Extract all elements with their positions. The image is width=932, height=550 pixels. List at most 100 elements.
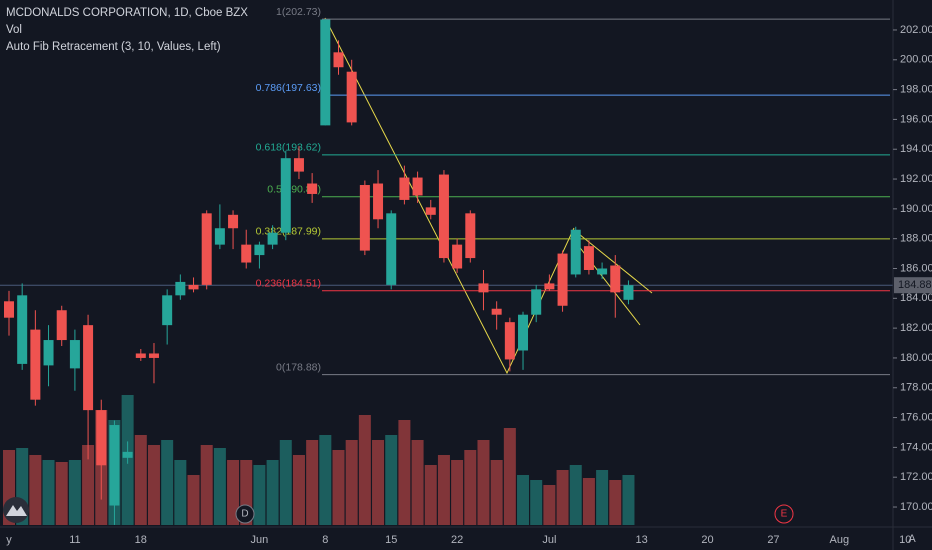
- volume-bar: [556, 470, 569, 525]
- y-tick-label: 170.00: [900, 501, 932, 513]
- legend-title: MCDONALDS CORPORATION, 1D, Cboe BZX: [6, 7, 248, 19]
- volume-bar: [622, 475, 635, 525]
- y-tick-label: 184.00: [900, 292, 932, 304]
- volume-bar: [345, 440, 358, 525]
- volume-bar: [55, 462, 68, 525]
- x-tick-label: 8: [322, 534, 328, 546]
- volume-bar: [411, 440, 424, 525]
- dividend-label: D: [241, 509, 248, 520]
- volume-bar: [266, 460, 279, 525]
- candle-body: [504, 322, 515, 360]
- candle-body: [452, 244, 463, 269]
- volume-bar: [477, 440, 490, 525]
- volume-bar: [134, 435, 147, 525]
- fib-label: 0(178.88): [276, 361, 321, 373]
- candle-body: [148, 353, 159, 358]
- last-price-box: [894, 277, 932, 294]
- volume-bar: [200, 445, 213, 525]
- fib-label: 0.618(193.62): [256, 142, 321, 154]
- y-tick-label: 200.00: [900, 54, 932, 66]
- volume-bar: [187, 475, 200, 525]
- x-tick-label: 18: [135, 534, 147, 546]
- candle-body: [293, 158, 304, 172]
- candle-body: [122, 451, 133, 458]
- candle-body: [267, 232, 278, 245]
- candle-body: [175, 281, 186, 296]
- candle-body: [597, 268, 608, 275]
- volume-bar: [437, 455, 450, 525]
- y-tick-label: 196.00: [900, 113, 932, 125]
- logo[interactable]: [3, 497, 29, 523]
- candle-body: [623, 285, 634, 300]
- candle-body: [570, 229, 581, 275]
- candle-body: [544, 283, 555, 290]
- zigzag: [324, 17, 575, 375]
- y-tick-label: 192.00: [900, 173, 932, 185]
- volume-bar: [517, 475, 530, 525]
- candle-body: [399, 177, 410, 200]
- fib-label: 1(202.73): [276, 6, 321, 18]
- candle-body: [491, 308, 502, 315]
- candle-body: [254, 244, 265, 256]
- last-price-label: 184.88: [898, 279, 932, 291]
- y-tick-label: 176.00: [900, 411, 932, 423]
- volume-bar: [306, 440, 319, 525]
- volume-bar: [530, 480, 543, 525]
- candle-body: [583, 246, 594, 270]
- candle-body: [83, 325, 94, 411]
- y-tick-label: 188.00: [900, 233, 932, 245]
- volume-bar: [451, 460, 464, 525]
- candle-body: [280, 158, 291, 233]
- volume-bar: [253, 465, 266, 525]
- volume-bar: [569, 465, 582, 525]
- volume-bar: [82, 445, 95, 525]
- trend-line: [573, 229, 653, 294]
- auto-scale-button[interactable]: A: [908, 533, 916, 545]
- candle-body: [201, 213, 212, 285]
- volume-bar: [424, 465, 437, 525]
- y-tick-label: 186.00: [900, 262, 932, 274]
- x-tick-label: y: [6, 534, 12, 546]
- candle-body: [425, 207, 436, 215]
- candle-body: [228, 214, 239, 229]
- volume-bar: [582, 478, 595, 525]
- x-tick-label: Jun: [251, 534, 269, 546]
- y-tick-label: 182.00: [900, 322, 932, 334]
- candle-body: [162, 295, 173, 326]
- x-tick-label: 27: [767, 534, 779, 546]
- volume-bar: [398, 420, 411, 525]
- volume-bar: [68, 460, 81, 525]
- candle-body: [109, 425, 120, 506]
- candle-body: [373, 183, 384, 220]
- y-tick-label: 194.00: [900, 143, 932, 155]
- legend-fib: Auto Fib Retracement (3, 10, Values, Lef…: [6, 41, 221, 53]
- candle-body: [320, 19, 331, 126]
- volume-bar: [147, 445, 160, 525]
- y-tick-label: 190.00: [900, 203, 932, 215]
- fib-label: 0.236(184.51): [256, 277, 321, 289]
- candle-body: [359, 185, 370, 251]
- candle-body: [386, 213, 397, 285]
- legend-volume: Vol: [6, 24, 22, 36]
- earnings-marker[interactable]: [774, 504, 794, 524]
- dividend-marker[interactable]: [235, 504, 255, 524]
- candle-body: [478, 283, 489, 293]
- candle-body: [17, 295, 28, 364]
- candle-body: [241, 244, 252, 263]
- x-tick-label: 22: [451, 534, 463, 546]
- x-tick-label: Aug: [830, 534, 850, 546]
- volume-bar: [42, 460, 55, 525]
- volume-bar: [319, 435, 332, 525]
- candle-body: [346, 71, 357, 123]
- earnings-label: E: [781, 509, 788, 520]
- volume-bar: [213, 448, 226, 525]
- candle-body: [531, 289, 542, 315]
- candle-body: [214, 228, 225, 245]
- volume-bar: [29, 455, 42, 525]
- volume-bar: [464, 450, 477, 525]
- volume-bar: [543, 485, 556, 525]
- candle-body: [412, 177, 423, 196]
- candle-body: [4, 301, 14, 318]
